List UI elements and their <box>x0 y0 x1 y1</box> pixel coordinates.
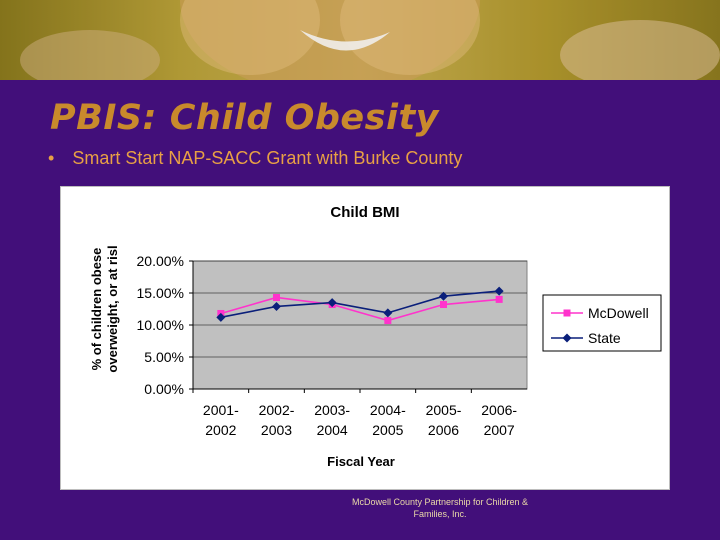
footer-line-2: Families, Inc. <box>413 509 467 519</box>
bullet-marker: • <box>48 148 55 168</box>
footer-credit: McDowell County Partnership for Children… <box>330 496 550 520</box>
data-point-state <box>383 308 393 318</box>
data-point-mcdowell <box>384 317 392 325</box>
data-point-state <box>439 291 448 301</box>
data-point-mcdowell <box>440 301 447 309</box>
chart-panel: Child BMI % of children obese overweight… <box>60 186 670 490</box>
y-tick-label: 10.00% <box>137 317 184 333</box>
x-tick-label: 2002-2003 <box>259 402 295 438</box>
legend-label-state: State <box>588 330 621 346</box>
y-tick-label: 15.00% <box>137 285 184 301</box>
y-tick-label: 0.00% <box>144 381 184 397</box>
bullet-text: Smart Start NAP-SACC Grant with Burke Co… <box>72 148 463 168</box>
x-tick-label: 2006-2007 <box>481 402 517 438</box>
x-tick-label: 2003-2004 <box>314 402 350 438</box>
child-photo-image <box>0 0 720 80</box>
x-tick-label: 2004-2005 <box>370 402 406 438</box>
x-tick-label: 2005-2006 <box>426 402 462 438</box>
plot-area: 0.00% 5.00% 10.00% 15.00% 20.00% 2001-2002 200… <box>137 253 528 438</box>
data-point-mcdowell <box>273 293 280 301</box>
data-point-state <box>272 301 281 311</box>
x-tick-label: 2001-2002 <box>203 402 239 438</box>
data-point-state <box>327 298 337 308</box>
y-tick-label: 5.00% <box>144 349 184 365</box>
y-axis-title-line2: overweight, or at risl <box>105 245 120 372</box>
footer-line-1: McDowell County Partnership for Children… <box>351 497 529 507</box>
series-line-state <box>220 290 500 319</box>
chart-title: Child BMI <box>330 204 399 221</box>
data-point-mcdowell <box>495 295 503 303</box>
child-bmi-chart: Child BMI % of children obese overweight… <box>89 204 662 469</box>
legend-box <box>542 294 662 352</box>
x-axis-title: Fiscal Year <box>327 454 395 469</box>
legend-label-mcdowell: McDowell <box>588 305 649 321</box>
series-line-mcdowell <box>220 296 500 322</box>
bullet-item: • Smart Start NAP-SACC Grant with Burke … <box>48 148 462 169</box>
data-point-state <box>216 312 226 322</box>
chart-legend: McDowell State <box>542 294 662 352</box>
legend-marker-mcdowell <box>563 309 571 317</box>
y-axis-title-line1: % of children obese <box>89 248 104 371</box>
header-photo-banner <box>0 0 720 80</box>
y-tick-label: 20.00% <box>137 253 184 269</box>
slide-title: PBIS: Child Obesity <box>50 98 439 138</box>
data-point-state <box>494 286 504 296</box>
legend-marker-state <box>562 333 572 343</box>
